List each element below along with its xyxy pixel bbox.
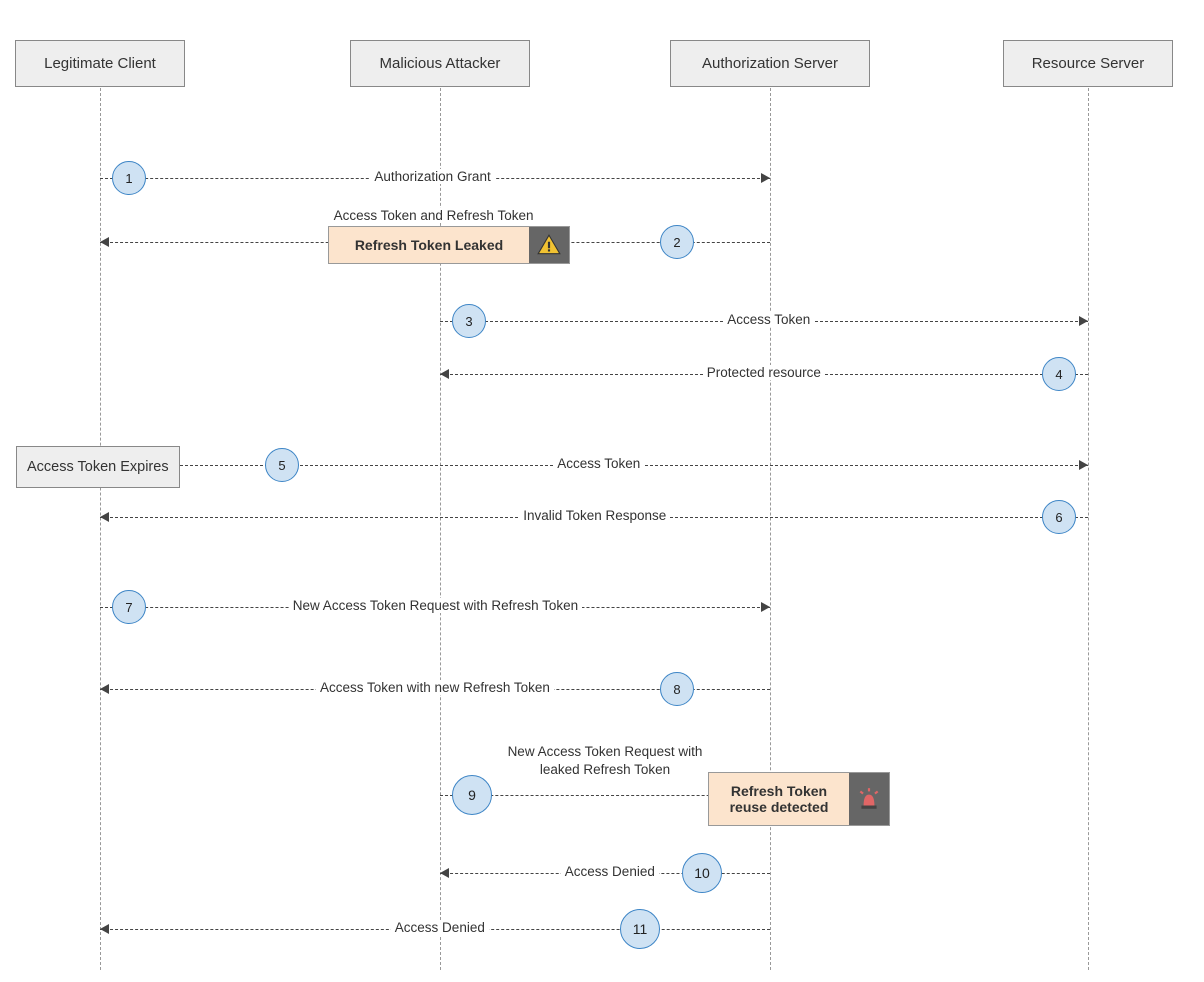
msg-label-7: New Access Token Request with Refresh To… [289, 598, 582, 613]
step-badge-8: 8 [660, 672, 694, 706]
arrow-1 [761, 173, 770, 183]
step-badge-11: 11 [620, 909, 660, 949]
actor-authz: Authorization Server [670, 40, 870, 87]
lifeline-authz [770, 88, 771, 970]
step-badge-5: 5 [265, 448, 299, 482]
step-badge-9: 9 [452, 775, 492, 815]
arrow-5 [1079, 460, 1088, 470]
lifeline-client [100, 88, 101, 970]
actor-resource: Resource Server [1003, 40, 1173, 87]
alert-label-reuse: Refresh Tokenreuse detected [709, 773, 849, 825]
arrow-10 [440, 868, 449, 878]
step-badge-3: 3 [452, 304, 486, 338]
actor-client: Legitimate Client [15, 40, 185, 87]
step-badge-2: 2 [660, 225, 694, 259]
step-badge-4: 4 [1042, 357, 1076, 391]
event-expire: Access Token Expires [16, 446, 180, 488]
arrow-3 [1079, 316, 1088, 326]
arrow-6 [100, 512, 109, 522]
sequence-diagram: Legitimate Client Malicious Attacker Autho… [0, 0, 1204, 982]
msg-label-3: Access Token [723, 312, 814, 327]
arrow-7 [761, 602, 770, 612]
msg-label-10: Access Denied [561, 864, 659, 879]
step-badge-1: 1 [112, 161, 146, 195]
alert-leak: Refresh Token Leaked [328, 226, 570, 264]
lifeline-resource [1088, 88, 1089, 970]
msg-label-1: Authorization Grant [370, 169, 494, 184]
alert-label-leak: Refresh Token Leaked [329, 227, 529, 263]
arrow-2 [100, 237, 109, 247]
msg-label-11: Access Denied [391, 920, 489, 935]
arrow-4 [440, 369, 449, 379]
msg-label-8: Access Token with new Refresh Token [316, 680, 554, 695]
step-badge-6: 6 [1042, 500, 1076, 534]
msg-label-2: Access Token and Refresh Token [330, 208, 538, 223]
msg-label-4: Protected resource [703, 365, 825, 380]
arrow-8 [100, 684, 109, 694]
warning-icon [529, 227, 569, 263]
msg-label-5: Access Token [553, 456, 644, 471]
arrow-11 [100, 924, 109, 934]
actor-attacker: Malicious Attacker [350, 40, 530, 87]
msg-label-6: Invalid Token Response [519, 508, 670, 523]
msg-label-9: New Access Token Request with leaked Ref… [500, 743, 710, 778]
step-badge-7: 7 [112, 590, 146, 624]
alert-reuse: Refresh Tokenreuse detected [708, 772, 890, 826]
step-badge-10: 10 [682, 853, 722, 893]
siren-icon [849, 773, 889, 825]
